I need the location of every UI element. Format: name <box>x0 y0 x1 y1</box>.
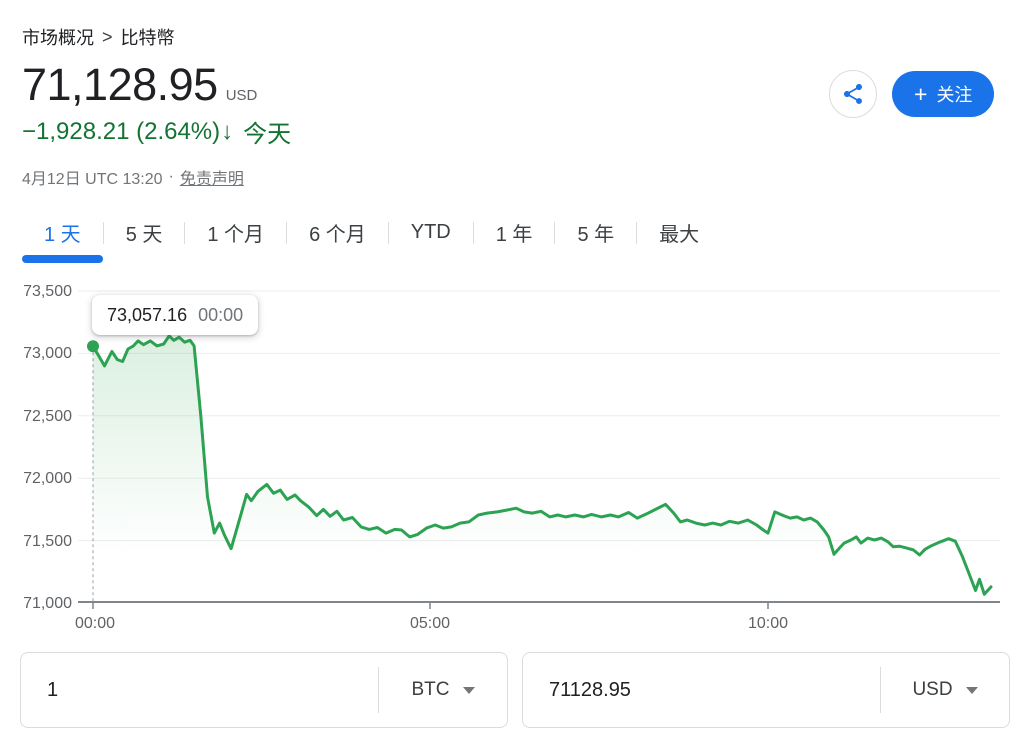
currency-select-usd[interactable]: USD <box>881 679 1009 701</box>
amount-input-btc[interactable] <box>21 678 378 702</box>
price-chart[interactable]: 73,500 73,000 72,500 72,000 71,500 71,00… <box>0 270 1032 640</box>
follow-button-label: 关注 <box>936 85 973 105</box>
tab-6-months[interactable]: 6 个月 <box>309 224 366 246</box>
price-change-value: −1,928.21 (2.64%) <box>22 117 221 145</box>
svg-text:05:00: 05:00 <box>410 615 450 632</box>
tooltip-price: 73,057.16 <box>107 304 188 325</box>
share-icon <box>841 82 865 106</box>
tab-divider <box>102 221 104 244</box>
tab-5-days[interactable]: 5 天 <box>125 224 163 246</box>
chart-price-line <box>91 334 993 596</box>
y-axis-labels: 73,500 73,000 72,500 72,000 71,500 71,00… <box>23 283 72 612</box>
price-change-period: 今天 <box>243 121 292 148</box>
tab-1-year[interactable]: 1 年 <box>495 224 533 246</box>
tab-divider <box>636 221 638 244</box>
svg-text:10:00: 10:00 <box>748 615 788 632</box>
quote-timestamp: 4月12日 UTC 13:20 <box>22 171 163 188</box>
breadcrumb: 市场概况 > 比特幣 <box>22 24 175 50</box>
tab-ytd[interactable]: YTD <box>410 221 451 243</box>
disclaimer-link[interactable]: 免责声明 <box>179 171 244 188</box>
svg-text:00:00: 00:00 <box>75 615 115 632</box>
dot-separator: · <box>168 168 174 185</box>
tab-1-day[interactable]: 1 天 <box>22 209 103 263</box>
current-price: 71,128.95 <box>22 59 218 110</box>
currency-select-btc-label: BTC <box>411 679 450 700</box>
chart-area-fill <box>93 335 991 601</box>
svg-text:73,500: 73,500 <box>23 283 72 300</box>
converter-from-box: BTC <box>20 652 508 728</box>
breadcrumb-current-asset: 比特幣 <box>120 28 175 48</box>
share-button[interactable] <box>829 70 877 118</box>
svg-text:72,000: 72,000 <box>23 470 72 487</box>
svg-text:72,500: 72,500 <box>23 408 72 425</box>
amount-input-usd[interactable] <box>523 678 880 702</box>
svg-text:73,000: 73,000 <box>23 345 72 362</box>
breadcrumb-market-overview[interactable]: 市场概况 <box>22 28 94 48</box>
converter-divider <box>378 667 379 713</box>
currency-converter: BTC USD <box>20 652 1010 728</box>
tooltip-time: 00:00 <box>198 304 244 325</box>
tab-max[interactable]: 最大 <box>659 224 700 246</box>
breadcrumb-separator: > <box>102 26 113 47</box>
tab-divider <box>554 221 556 244</box>
chevron-down-icon <box>965 686 978 694</box>
time-range-tabs: 1 天 5 天 1 个月 6 个月 YTD 1 年 5 年 最大 <box>22 209 721 263</box>
converter-to-box: USD <box>522 652 1010 728</box>
follow-button[interactable]: + 关注 <box>892 71 995 117</box>
tab-divider <box>472 221 474 244</box>
tab-divider <box>286 221 288 244</box>
price-chart-svg: 73,500 73,000 72,500 72,000 71,500 71,00… <box>23 283 1000 632</box>
x-axis-ticks <box>92 603 769 609</box>
price-currency: USD <box>225 87 258 104</box>
tab-1-month[interactable]: 1 个月 <box>207 224 265 246</box>
price-change-row: −1,928.21 (2.64%) ↓ 今天 <box>22 114 291 149</box>
chevron-down-icon <box>462 686 475 694</box>
price-row: 71,128.95 USD <box>22 60 257 110</box>
chart-tooltip: 73,057.16 00:00 <box>92 295 259 335</box>
currency-select-btc[interactable]: BTC <box>379 679 507 701</box>
svg-text:71,000: 71,000 <box>23 595 72 612</box>
tab-divider <box>387 221 389 244</box>
plus-icon: + <box>914 80 928 107</box>
down-arrow-icon: ↓ <box>221 117 234 145</box>
hover-point-dot <box>87 340 99 353</box>
tab-divider <box>184 221 186 244</box>
svg-text:71,500: 71,500 <box>23 533 72 550</box>
currency-select-usd-label: USD <box>912 679 953 700</box>
gridlines <box>78 290 1000 542</box>
quote-timestamp-row: 4月12日 UTC 13:20 · 免责声明 <box>22 165 244 189</box>
converter-divider <box>880 667 881 713</box>
x-axis-labels: 00:00 05:00 10:00 <box>75 615 788 632</box>
tab-5-years[interactable]: 5 年 <box>577 224 615 246</box>
